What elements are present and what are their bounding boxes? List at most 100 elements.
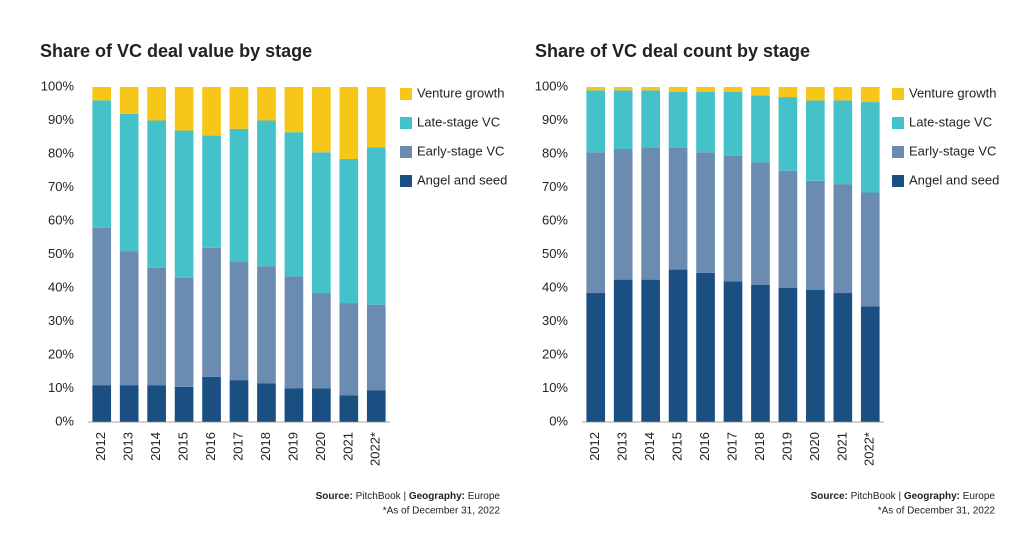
bar-segment bbox=[723, 87, 743, 93]
bar-segment bbox=[833, 184, 853, 294]
bar-segment bbox=[751, 284, 770, 422]
bar-segment bbox=[284, 87, 304, 133]
source-part: PitchBook bbox=[356, 491, 402, 502]
x-tick-label: 2017 bbox=[230, 432, 245, 461]
bar-segment bbox=[806, 100, 825, 181]
source-part: Geography: bbox=[409, 491, 465, 502]
bar-segment bbox=[806, 289, 825, 422]
bar-segment bbox=[174, 386, 194, 422]
bar-segment bbox=[257, 266, 276, 384]
bar-segment bbox=[723, 92, 743, 156]
bar-segment bbox=[751, 87, 770, 96]
bar-segment bbox=[668, 269, 688, 422]
bar-segment bbox=[833, 87, 853, 101]
y-tick-label: 90% bbox=[542, 112, 568, 127]
bar-segment bbox=[257, 120, 276, 267]
bar-segment bbox=[723, 281, 743, 422]
x-tick-label: 2022* bbox=[368, 432, 383, 466]
bar-segment bbox=[696, 92, 715, 153]
y-tick-label: 80% bbox=[542, 145, 568, 160]
bar-segment bbox=[366, 390, 386, 422]
bar-segment bbox=[641, 87, 660, 91]
bar-segment bbox=[229, 380, 249, 422]
bar-segment bbox=[751, 162, 770, 285]
bar-segment bbox=[613, 279, 633, 422]
legend-label: Angel and seed bbox=[417, 172, 507, 187]
bar-segment bbox=[860, 306, 880, 422]
bar-segment bbox=[641, 279, 660, 422]
y-tick-label: 80% bbox=[48, 145, 74, 160]
y-tick-label: 50% bbox=[542, 246, 568, 261]
bar-segment bbox=[284, 388, 304, 422]
bar-segment bbox=[229, 87, 249, 129]
bar-segment bbox=[174, 277, 194, 387]
bar-segment bbox=[860, 102, 880, 193]
legend-label: Late-stage VC bbox=[909, 114, 992, 129]
bar-segment bbox=[613, 87, 633, 91]
bar-segment bbox=[860, 87, 880, 103]
bar-segment bbox=[119, 113, 139, 252]
x-tick-label: 2018 bbox=[258, 432, 273, 461]
bar-segment bbox=[778, 87, 798, 98]
bar-segment bbox=[257, 87, 276, 121]
bar-segment bbox=[202, 247, 221, 377]
bar-segment bbox=[229, 261, 249, 381]
legend-swatch bbox=[892, 117, 904, 129]
legend-label: Early-stage VC bbox=[417, 143, 504, 158]
legend-swatch bbox=[892, 146, 904, 158]
source-line: Source: PitchBook | Geography: Europe bbox=[316, 491, 501, 502]
legend-label: Late-stage VC bbox=[417, 114, 500, 129]
bar-segment bbox=[586, 293, 606, 422]
bar-segment bbox=[833, 293, 853, 422]
x-tick-label: 2013 bbox=[121, 432, 136, 461]
bar-segment bbox=[613, 148, 633, 280]
bar-segment bbox=[92, 100, 112, 228]
y-tick-label: 10% bbox=[48, 380, 74, 395]
y-tick-label: 40% bbox=[542, 279, 568, 294]
bar-segment bbox=[147, 267, 166, 386]
bar-segment bbox=[696, 87, 715, 93]
bar-segment bbox=[806, 180, 825, 290]
y-tick-label: 100% bbox=[535, 78, 569, 93]
y-tick-label: 60% bbox=[542, 212, 568, 227]
legend-label: Angel and seed bbox=[909, 172, 999, 187]
y-tick-label: 30% bbox=[48, 313, 74, 328]
x-tick-label: 2021 bbox=[834, 432, 849, 461]
bar-segment bbox=[668, 147, 688, 270]
source-part: PitchBook bbox=[851, 491, 897, 502]
bar-segment bbox=[833, 100, 853, 185]
y-tick-label: 30% bbox=[542, 313, 568, 328]
y-tick-label: 60% bbox=[48, 212, 74, 227]
bar-segment bbox=[339, 303, 359, 396]
legend-label: Venture growth bbox=[417, 85, 504, 100]
y-tick-label: 70% bbox=[48, 179, 74, 194]
legend-swatch bbox=[400, 146, 412, 158]
bar-segment bbox=[366, 147, 386, 305]
source-part: Geography: bbox=[904, 491, 960, 502]
legend-swatch bbox=[892, 175, 904, 187]
bar-segment bbox=[668, 87, 688, 93]
bar-segment bbox=[339, 395, 359, 422]
y-tick-label: 90% bbox=[48, 112, 74, 127]
note: *As of December 31, 2022 bbox=[878, 506, 996, 517]
bar-segment bbox=[147, 385, 166, 422]
x-tick-label: 2019 bbox=[285, 432, 300, 461]
bar-segment bbox=[366, 87, 386, 148]
source-part: | bbox=[898, 491, 901, 502]
bar-segment bbox=[147, 120, 166, 268]
x-tick-label: 2015 bbox=[176, 432, 191, 461]
bar-segment bbox=[778, 97, 798, 171]
bar-segment bbox=[202, 135, 221, 248]
bar-segment bbox=[92, 87, 112, 101]
source-part: Europe bbox=[468, 491, 501, 502]
legend-swatch bbox=[400, 117, 412, 129]
bar-segment bbox=[339, 87, 359, 160]
x-tick-label: 2021 bbox=[340, 432, 355, 461]
bar-segment bbox=[778, 288, 798, 422]
y-tick-label: 50% bbox=[48, 246, 74, 261]
y-tick-label: 20% bbox=[542, 346, 568, 361]
legend-label: Early-stage VC bbox=[909, 143, 996, 158]
x-tick-label: 2012 bbox=[93, 432, 108, 461]
bar-segment bbox=[312, 388, 331, 422]
